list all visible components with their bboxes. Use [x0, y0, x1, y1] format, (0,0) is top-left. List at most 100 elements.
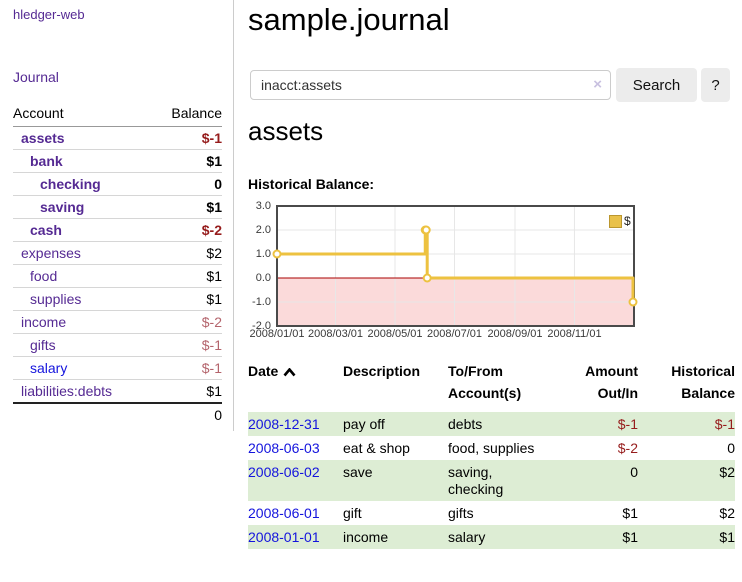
- account-row: food $1: [13, 264, 222, 288]
- transaction-date: 2008-06-03: [248, 436, 343, 460]
- account-link[interactable]: expenses: [21, 245, 81, 261]
- account-link[interactable]: checking: [40, 176, 101, 192]
- account-row: cash $-2: [13, 218, 222, 242]
- account-row: liabilities:debts $1: [13, 379, 222, 403]
- y-axis-tick-label: 1.0: [255, 248, 271, 260]
- account-link[interactable]: liabilities:debts: [21, 383, 113, 399]
- sidebar-item-journal[interactable]: Journal: [13, 69, 59, 85]
- transaction-amount: $1: [622, 529, 638, 545]
- transaction-date-link[interactable]: 2008-01-01: [248, 529, 320, 545]
- account-balance: $2: [151, 241, 222, 265]
- account-link[interactable]: income: [21, 314, 67, 330]
- transaction-balance: $2: [719, 505, 735, 521]
- search-button[interactable]: Search: [616, 68, 697, 102]
- account-balance: $-2: [151, 310, 222, 334]
- y-axis-tick-label: -2.0: [252, 320, 271, 332]
- x-axis-tick-label: 2008/09/01: [487, 328, 543, 340]
- historical-balance-chart: 3.0 2.0 1.0 0.0 -1.0 -2.0 2008/01/01 2008/03/01…: [240, 198, 650, 348]
- help-button[interactable]: ?: [701, 68, 730, 102]
- x-axis-tick-label: 2008/03/01: [307, 328, 364, 340]
- transaction-description: save: [343, 464, 373, 480]
- transaction-accounts: saving, checking: [448, 464, 504, 497]
- account-balance: $1: [151, 287, 222, 311]
- accounts-table: Account Balance assets $-1 bank $1 checking 0…: [13, 103, 222, 426]
- legend-swatch-icon: [609, 214, 622, 228]
- account-row: saving $1: [13, 195, 222, 219]
- transaction-date-link[interactable]: 2008-06-01: [248, 505, 320, 521]
- transaction-accounts: gifts: [448, 505, 474, 521]
- transaction-date: 2008-01-01: [248, 525, 343, 549]
- account-balance: 0: [151, 172, 222, 196]
- column-header-description: Description: [343, 363, 421, 379]
- accounts-header-account: Account: [13, 103, 152, 127]
- x-axis-tick-label: 2008/07/01: [426, 328, 483, 340]
- register-row: 2008-06-03 eat & shop food, supplies $-2 0: [248, 436, 735, 460]
- sidebar-divider: [233, 0, 234, 431]
- transaction-accounts: debts: [448, 416, 483, 432]
- account-row: bank $1: [13, 149, 222, 173]
- account-link[interactable]: salary: [30, 360, 68, 376]
- transaction-date-link[interactable]: 2008-12-31: [248, 416, 320, 432]
- x-axis-tick-label: 2008/11/01: [547, 328, 602, 340]
- y-axis-tick-label: 3.0: [255, 200, 271, 212]
- y-axis-tick-label: 0.0: [255, 272, 271, 284]
- column-header-balance: Historical Balance: [671, 363, 735, 401]
- transaction-balance: $1: [719, 529, 735, 545]
- account-row: assets $-1: [13, 126, 222, 150]
- account-row: gifts $-1: [13, 333, 222, 357]
- account-balance: $1: [151, 195, 222, 219]
- account-balance: $-1: [151, 356, 222, 380]
- y-axis-tick-label: 2.0: [255, 224, 271, 236]
- column-header-accounts: To/From Account(s): [448, 363, 522, 401]
- y-axis-tick-label: -1.0: [252, 296, 271, 308]
- transaction-description: pay off: [343, 416, 385, 432]
- x-axis-tick-label: 2008/01/01: [249, 328, 305, 340]
- account-row: supplies $1: [13, 287, 222, 311]
- transaction-date-link[interactable]: 2008-06-03: [248, 440, 320, 456]
- account-balance: $1: [151, 149, 222, 173]
- account-row: checking 0: [13, 172, 222, 196]
- register-row: 2008-06-02 save saving, checking 0 $2: [248, 460, 735, 501]
- account-link[interactable]: gifts: [30, 337, 56, 353]
- transaction-date-link[interactable]: 2008-06-02: [248, 464, 320, 480]
- transaction-date: 2008-06-02: [248, 460, 343, 501]
- chart-legend: $: [609, 214, 631, 228]
- transaction-accounts: food, supplies: [448, 440, 535, 456]
- transaction-description: gift: [343, 505, 362, 521]
- account-link[interactable]: assets: [21, 130, 65, 146]
- transaction-balance: $-1: [714, 416, 735, 432]
- account-link[interactable]: bank: [30, 153, 63, 169]
- search-input[interactable]: [250, 70, 611, 100]
- transaction-balance: 0: [727, 440, 735, 456]
- accounts-header-row: Account Balance: [13, 103, 222, 127]
- transaction-accounts: salary: [448, 529, 486, 545]
- transaction-amount: 0: [630, 464, 638, 480]
- register-header-row: Date Description To/From Account(s) Amou…: [248, 356, 735, 412]
- account-row: salary $-1: [13, 356, 222, 380]
- accounts-total-row: 0: [13, 402, 222, 426]
- column-header-date[interactable]: Date: [248, 356, 343, 412]
- account-balance: $1: [151, 264, 222, 288]
- x-axis-tick-label: 2008/05/01: [367, 328, 423, 340]
- accounts-header-balance: Balance: [151, 103, 222, 127]
- account-balance: $1: [151, 379, 222, 403]
- app-title-link[interactable]: hledger-web: [13, 7, 85, 22]
- transaction-description: income: [343, 529, 389, 545]
- sort-ascending-icon: [283, 367, 296, 377]
- register-row: 2008-06-01 gift gifts $1 $2: [248, 501, 735, 525]
- clear-search-icon[interactable]: ×: [593, 76, 602, 93]
- account-row: expenses $2: [13, 241, 222, 265]
- search-form: ×: [250, 70, 611, 100]
- account-balance: $-2: [151, 218, 222, 242]
- account-link[interactable]: food: [30, 268, 58, 284]
- page-title: sample.journal: [248, 2, 450, 37]
- transaction-balance: $2: [719, 464, 735, 480]
- transaction-date: 2008-12-31: [248, 412, 343, 436]
- account-row: income $-2: [13, 310, 222, 334]
- account-link[interactable]: saving: [40, 199, 85, 215]
- transaction-amount: $-1: [617, 416, 638, 432]
- register-table: Date Description To/From Account(s) Amou…: [248, 356, 735, 549]
- account-link[interactable]: supplies: [30, 291, 82, 307]
- transaction-description: eat & shop: [343, 440, 410, 456]
- account-link[interactable]: cash: [30, 222, 62, 238]
